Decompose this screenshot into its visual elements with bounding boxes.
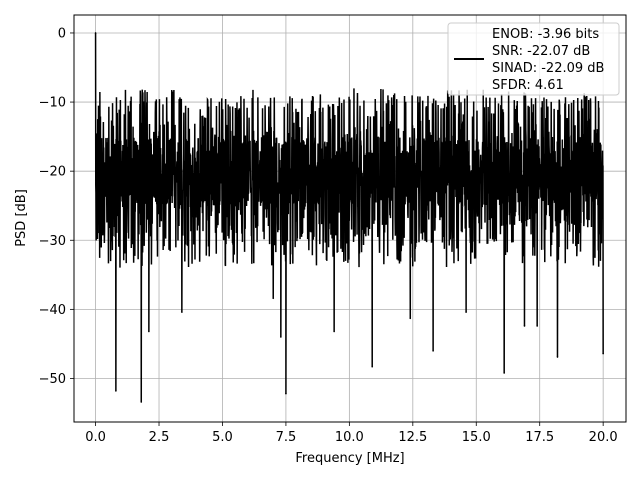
dip-point [465, 311, 467, 313]
dip-point [409, 317, 412, 320]
y-axis-ticks: 0 −10 −20 −30 −40 −50 [39, 26, 74, 387]
dip-point [148, 330, 150, 333]
x-tick-label: 20.0 [589, 430, 618, 445]
y-axis-label: PSD [dB] [14, 189, 29, 247]
y-tick-label: −40 [39, 303, 66, 318]
x-tick-label: 7.5 [276, 430, 297, 445]
dip-point [371, 365, 374, 368]
x-tick-label: 2.5 [149, 430, 170, 445]
y-tick-label: −50 [39, 372, 66, 387]
dip-point [503, 372, 505, 374]
peak-point [94, 32, 97, 34]
legend-box [447, 22, 620, 96]
dip-point [285, 392, 287, 395]
y-tick-label: −30 [39, 234, 66, 249]
dip-point [536, 325, 538, 327]
y-tick-label: −10 [39, 96, 66, 111]
legend-snr: SNR: -22.07 dB [492, 44, 590, 59]
series-layer [94, 32, 604, 403]
dip-point [140, 401, 143, 403]
x-tick-label: 12.5 [398, 430, 427, 445]
legend-sinad: SINAD: -22.09 dB [492, 61, 604, 76]
x-tick-label: 5.0 [212, 430, 233, 445]
dip-point [181, 311, 183, 313]
x-tick-label: 0.0 [85, 430, 106, 445]
dip-point [272, 297, 275, 300]
dip-point [333, 330, 335, 333]
dip-point [432, 350, 434, 352]
legend: ENOB: -3.96 bits SNR: -22.07 dB SINAD: -… [447, 22, 620, 96]
y-tick-label: −20 [39, 165, 66, 180]
dip-point [280, 336, 282, 338]
dip-point [523, 325, 526, 327]
x-tick-label: 10.0 [335, 430, 364, 445]
x-tick-label: 15.0 [462, 430, 491, 445]
dip-point [115, 390, 117, 392]
plot-frame [73, 14, 627, 423]
legend-sfdr: SFDR: 4.61 [492, 78, 564, 93]
x-axis-label: Frequency [MHz] [295, 451, 404, 466]
legend-enob: ENOB: -3.96 bits [492, 27, 599, 42]
x-tick-label: 17.5 [525, 430, 554, 445]
dip-point [556, 356, 559, 358]
dip-point [602, 352, 604, 355]
psd-series-line [94, 32, 604, 402]
y-tick-label: 0 [58, 26, 66, 41]
x-axis-ticks: 0.0 2.5 5.0 7.5 10.0 12.5 15.0 17.5 20.0 [85, 422, 618, 445]
